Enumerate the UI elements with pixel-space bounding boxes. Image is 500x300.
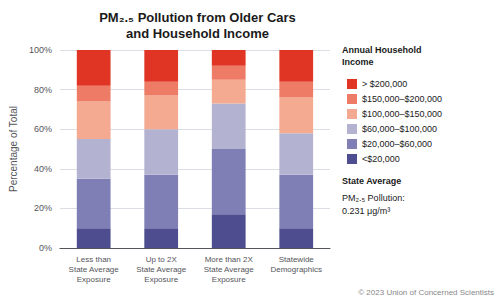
svg-text:Less than: Less than	[76, 255, 111, 264]
svg-text:and Household Income: and Household Income	[126, 26, 269, 41]
svg-text:0%: 0%	[39, 243, 52, 253]
svg-text:60%: 60%	[34, 124, 52, 134]
svg-text:Demographics: Demographics	[270, 265, 322, 274]
svg-text:State Average: State Average	[204, 265, 255, 274]
svg-text:$60,000–$100,000: $60,000–$100,000	[362, 124, 437, 134]
svg-text:Exposure: Exposure	[212, 275, 246, 284]
svg-text:State Average: State Average	[342, 176, 401, 186]
svg-text:Income: Income	[342, 57, 374, 67]
svg-text:80%: 80%	[34, 85, 52, 95]
svg-text:> $200,000: > $200,000	[362, 79, 407, 89]
svg-text:Exposure: Exposure	[77, 275, 111, 284]
svg-text:PM₂.₅ Pollution from Older Car: PM₂.₅ Pollution from Older Cars	[99, 10, 296, 25]
svg-text:100%: 100%	[29, 45, 52, 55]
svg-text:<$20,000: <$20,000	[362, 154, 400, 164]
svg-text:0.231 μg/m³: 0.231 μg/m³	[342, 206, 390, 216]
svg-text:$150,000–$200,000: $150,000–$200,000	[362, 94, 442, 104]
svg-text:$20,000–$60,000: $20,000–$60,000	[362, 139, 432, 149]
svg-text:$100,000–$150,000: $100,000–$150,000	[362, 109, 442, 119]
svg-text:20%: 20%	[34, 203, 52, 213]
svg-text:State Average: State Average	[136, 265, 187, 274]
svg-text:State Average: State Average	[69, 265, 120, 274]
svg-text:40%: 40%	[34, 164, 52, 174]
svg-text:Annual Household: Annual Household	[342, 45, 422, 55]
svg-text:© 2023 Union of Concerned Scie: © 2023 Union of Concerned Scientists	[358, 288, 494, 297]
svg-text:Statewide: Statewide	[279, 255, 315, 264]
svg-text:Percentage of Total: Percentage of Total	[8, 106, 19, 192]
svg-text:Exposure: Exposure	[144, 275, 178, 284]
svg-text:Up to 2X: Up to 2X	[146, 255, 178, 264]
svg-text:More than 2X: More than 2X	[205, 255, 254, 264]
svg-text:PM₂.₅ Pollution:: PM₂.₅ Pollution:	[342, 193, 405, 203]
